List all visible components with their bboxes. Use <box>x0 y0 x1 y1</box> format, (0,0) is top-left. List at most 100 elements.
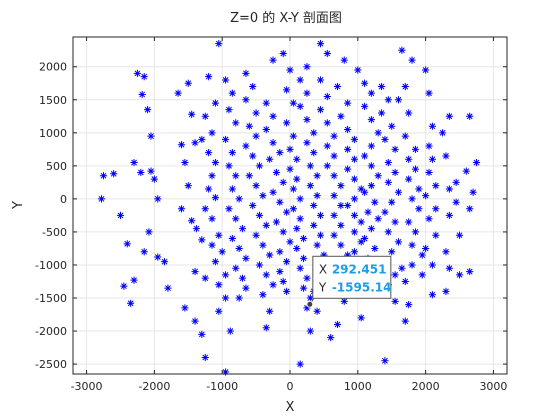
data-point <box>221 271 230 279</box>
data-point <box>201 112 209 120</box>
data-point <box>303 274 311 282</box>
data-point <box>432 205 440 213</box>
data-point <box>289 205 297 213</box>
data-point <box>388 198 396 206</box>
data-point <box>357 314 365 322</box>
data-point <box>405 109 413 117</box>
chart-title: Z=0 的 X-Y 剖面图 <box>230 10 342 26</box>
data-point <box>276 198 284 206</box>
data-point <box>221 135 230 144</box>
data-point <box>174 89 182 97</box>
data-point <box>235 294 243 302</box>
data-point <box>269 112 277 120</box>
data-point <box>296 195 304 203</box>
data-point <box>242 96 250 104</box>
data-point <box>391 271 399 279</box>
data-point <box>469 188 477 196</box>
data-point <box>184 79 192 87</box>
data-point <box>316 231 325 239</box>
data-point <box>154 195 162 203</box>
data-point <box>398 264 406 272</box>
data-point <box>279 178 287 186</box>
data-point <box>466 267 474 276</box>
data-point <box>283 86 291 94</box>
data-point <box>374 172 382 180</box>
data-point <box>306 162 314 170</box>
data-point <box>276 248 284 256</box>
data-point <box>391 145 399 153</box>
data-point <box>249 152 257 160</box>
data-point <box>462 167 470 175</box>
data-point <box>442 152 450 160</box>
data-point <box>296 360 304 368</box>
data-point <box>438 129 447 137</box>
data-point <box>371 244 379 253</box>
x-tick-label: -1000 <box>206 380 238 393</box>
data-point <box>428 122 437 130</box>
data-point <box>232 119 240 127</box>
data-point <box>238 274 247 282</box>
data-point <box>259 241 267 249</box>
data-point <box>350 135 359 144</box>
data-point <box>198 330 206 338</box>
data-point <box>337 241 345 249</box>
data-point <box>228 149 236 157</box>
data-point <box>360 152 369 160</box>
data-point <box>215 40 223 48</box>
data-point <box>313 241 321 249</box>
data-point <box>422 191 430 200</box>
data-point <box>249 201 257 210</box>
data-point <box>145 228 153 236</box>
data-point <box>455 231 464 239</box>
data-point <box>127 299 135 307</box>
axis-ticks: -3000 -2000 -1000 0 1000 2000 3000 -2500 -2000 -1… <box>35 37 507 393</box>
data-point <box>330 191 338 200</box>
data-point <box>296 215 304 223</box>
data-point <box>137 168 145 177</box>
data-point <box>357 218 365 226</box>
y-tick-label: -500 <box>42 226 67 239</box>
data-point <box>398 46 406 54</box>
data-point <box>130 158 138 167</box>
data-point <box>242 254 250 262</box>
data-point <box>354 66 362 74</box>
data-point <box>208 215 216 223</box>
data-point <box>296 76 304 84</box>
data-point <box>215 281 223 289</box>
datatip[interactable]: X 292.451 Y -1595.14 <box>306 255 392 308</box>
x-tick-label: 3000 <box>479 380 507 393</box>
data-point <box>252 231 260 239</box>
data-point <box>445 112 453 120</box>
data-point <box>192 225 201 233</box>
data-point <box>371 198 379 206</box>
data-point <box>286 66 294 74</box>
data-point <box>228 89 236 97</box>
data-point <box>310 149 318 157</box>
data-point <box>293 155 301 163</box>
y-tick-label: 1000 <box>39 127 67 140</box>
data-point <box>350 248 359 256</box>
data-point <box>116 211 125 220</box>
data-point <box>225 162 233 170</box>
data-point <box>320 251 328 259</box>
datatip-marker[interactable] <box>306 300 314 308</box>
y-tick-label: 1500 <box>39 94 67 107</box>
data-point <box>445 264 453 272</box>
data-point <box>218 248 226 256</box>
data-point <box>242 69 250 77</box>
data-point <box>388 122 396 130</box>
data-point <box>466 112 474 120</box>
data-point <box>310 221 318 229</box>
data-point <box>313 307 321 315</box>
data-point <box>303 63 311 71</box>
data-point <box>350 228 359 236</box>
datatip-box[interactable] <box>312 255 392 299</box>
data-point <box>208 172 216 180</box>
data-point <box>225 106 233 114</box>
data-point <box>279 49 287 58</box>
data-point <box>425 215 433 223</box>
data-point <box>374 129 382 137</box>
data-point <box>422 66 430 74</box>
data-point <box>408 241 416 249</box>
